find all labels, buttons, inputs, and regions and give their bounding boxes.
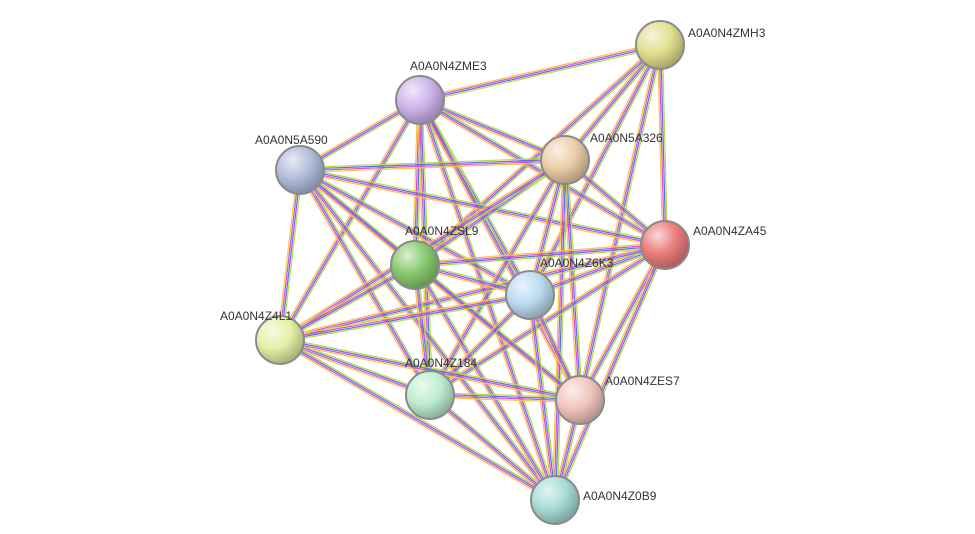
node-circle[interactable] (641, 221, 689, 269)
node-label: A0A0N4Z6K3 (540, 256, 614, 270)
node-circle[interactable] (541, 136, 589, 184)
node-circle[interactable] (396, 76, 444, 124)
node-label: A0A0N4ZES7 (605, 374, 680, 388)
node-circle[interactable] (531, 476, 579, 524)
edges-layer (278, 43, 668, 502)
node-label: A0A0N5A326 (590, 131, 663, 145)
node-z4l1[interactable]: A0A0N4Z4L1 (220, 309, 304, 364)
node-circle[interactable] (256, 316, 304, 364)
node-z0b9[interactable]: A0A0N4Z0B9 (531, 476, 657, 524)
node-circle[interactable] (506, 271, 554, 319)
edge (421, 47, 661, 102)
node-za45[interactable]: A0A0N4ZA45 (641, 221, 767, 269)
node-label: A0A0N4Z0B9 (583, 489, 657, 503)
node-circle[interactable] (406, 371, 454, 419)
network-graph: A0A0N4ZMH3 A0A0N4ZME3 A0A0N5A590 A0A0N5A326… (0, 0, 975, 534)
node-label: A0A0N4ZA45 (693, 224, 767, 238)
node-label: A0A0N4ZMH3 (688, 26, 766, 40)
node-circle[interactable] (391, 241, 439, 289)
node-label: A0A0N4Z184 (405, 356, 477, 370)
node-a590[interactable]: A0A0N5A590 (255, 133, 328, 194)
edge (302, 169, 557, 499)
node-circle[interactable] (636, 21, 684, 69)
node-label: A0A0N4Z4L1 (220, 309, 292, 323)
node-label: A0A0N5A590 (255, 133, 328, 147)
node-zmh3[interactable]: A0A0N4ZMH3 (636, 21, 766, 69)
node-zes7[interactable]: A0A0N4ZES7 (556, 374, 680, 424)
node-label: A0A0N4ZSL9 (405, 224, 479, 238)
node-circle[interactable] (276, 146, 324, 194)
node-circle[interactable] (556, 376, 604, 424)
edge (301, 170, 556, 500)
node-label: A0A0N4ZME3 (410, 59, 487, 73)
